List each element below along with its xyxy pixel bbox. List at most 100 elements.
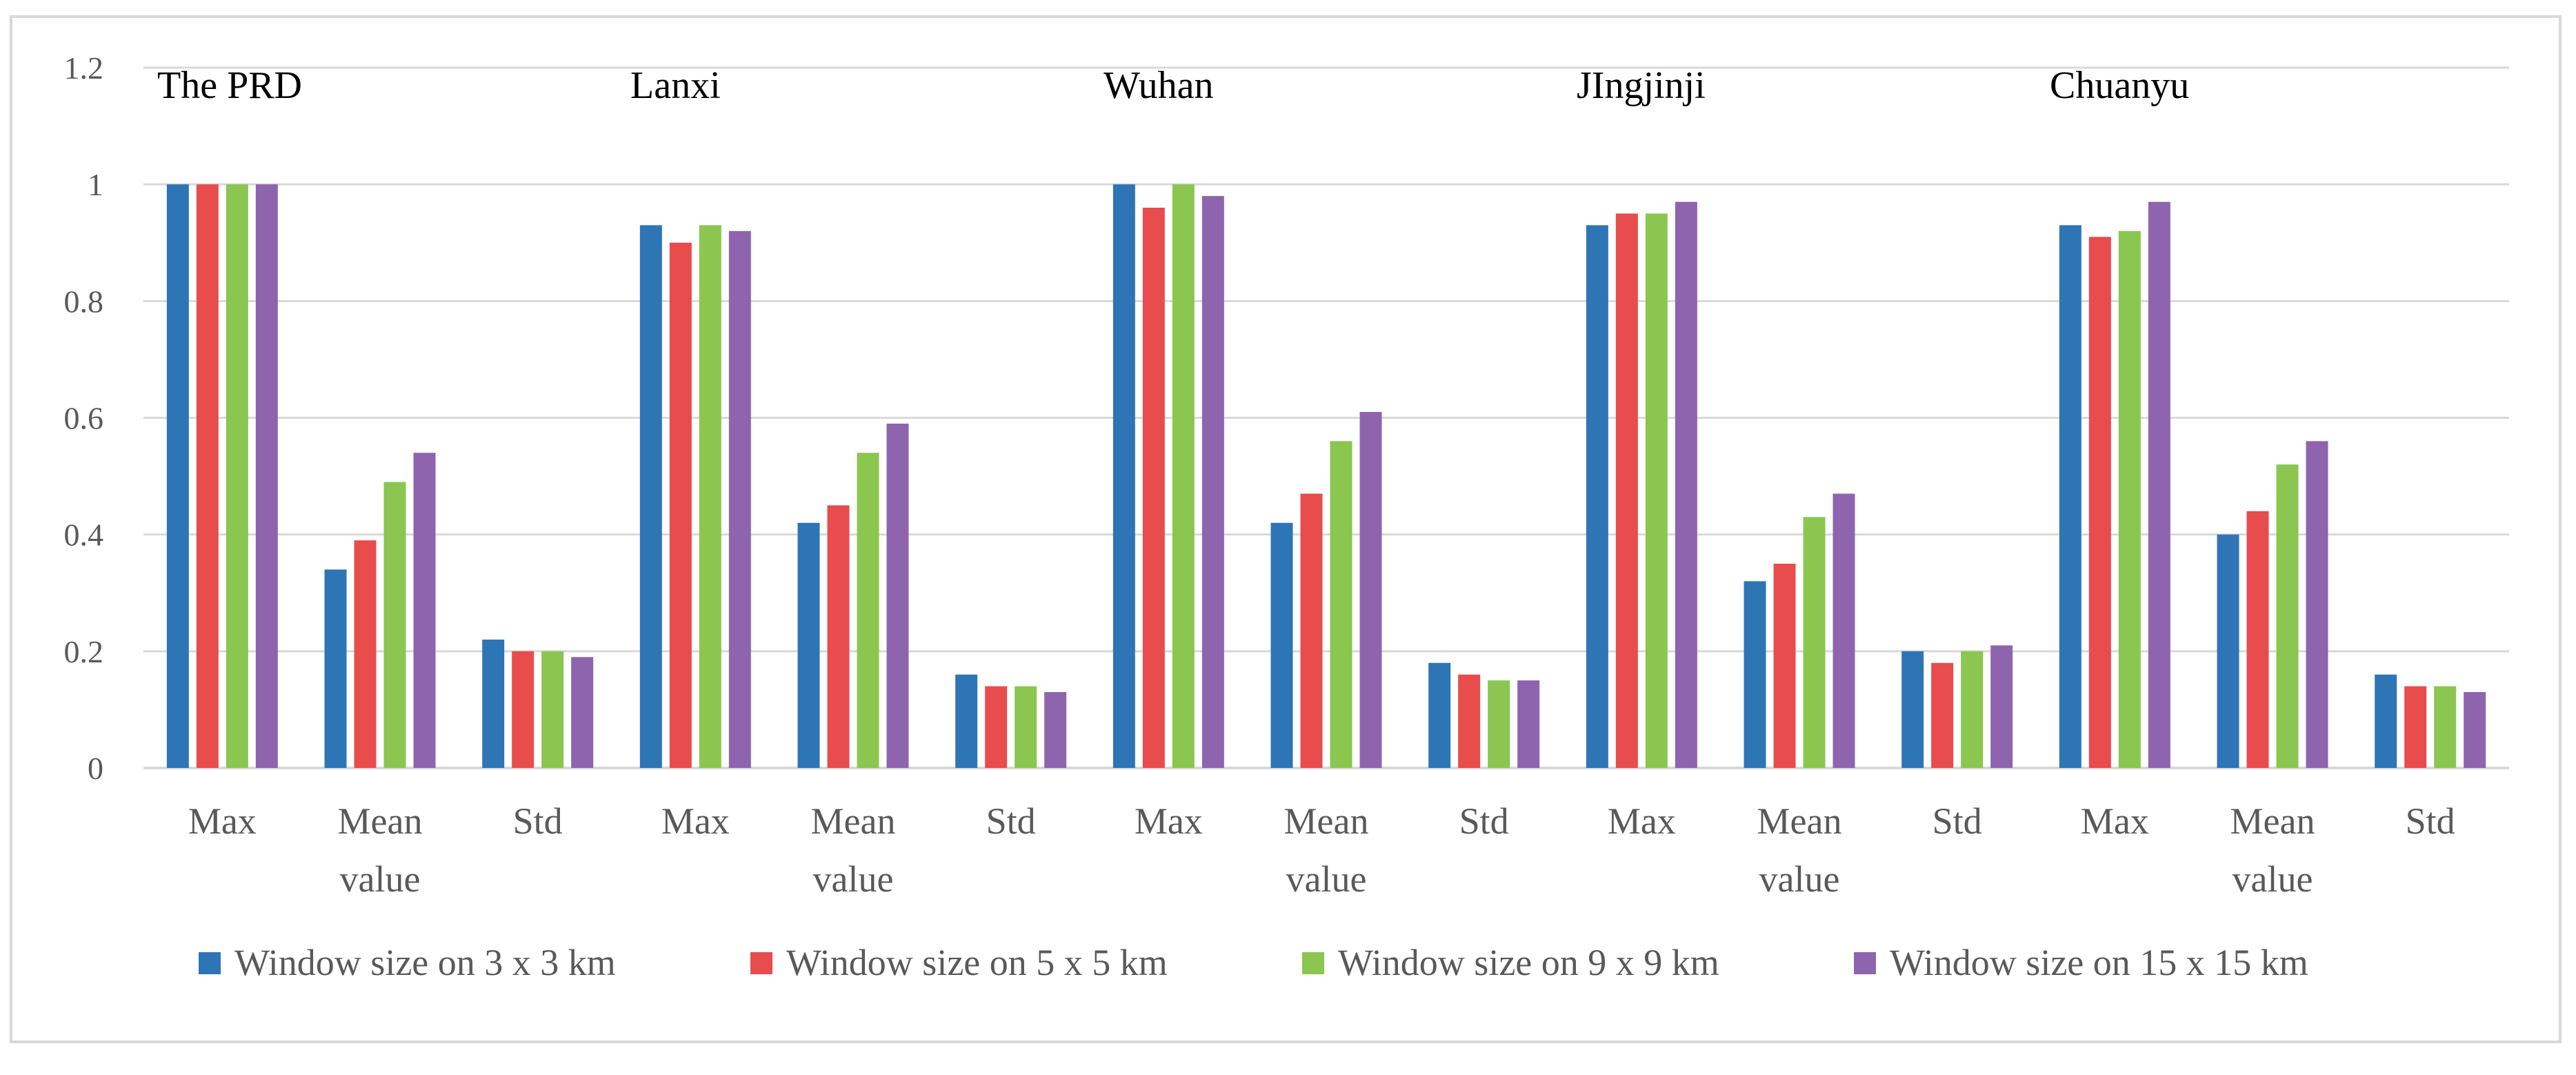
y-tick-label: 0	[88, 751, 103, 786]
bar-3-11	[1803, 517, 1826, 768]
group-label: Chuanyu	[2050, 64, 2189, 107]
bar-3-15	[2434, 686, 2457, 768]
bar-3-13	[2118, 230, 2141, 768]
x-category-label: Max	[661, 800, 730, 842]
x-category-label: Mean	[1284, 800, 1369, 842]
bar-4-11	[1833, 493, 1855, 768]
bar-2-14	[2246, 511, 2269, 768]
bar-3-6	[1015, 686, 1037, 768]
x-category-label: Std	[513, 800, 563, 842]
x-category-label: value	[2233, 858, 2313, 900]
bar-3-14	[2276, 464, 2299, 768]
bar-2-12	[1931, 662, 1954, 768]
legend-label: Window size on 3 x 3 km	[234, 942, 616, 983]
bar-2-2	[354, 540, 377, 768]
bar-4-1	[255, 184, 278, 768]
group-label: JIngjinji	[1577, 64, 1706, 107]
bar-1-10	[1586, 225, 1608, 768]
legend-label: Window size on 15 x 15 km	[1890, 942, 2308, 983]
x-category-label: value	[813, 858, 894, 900]
x-category-label: Mean	[338, 800, 423, 842]
bar-2-13	[2088, 237, 2111, 769]
x-category-label: value	[1286, 858, 1367, 900]
x-category-label: value	[1759, 858, 1840, 900]
bar-3-5	[857, 453, 879, 768]
bar-1-15	[2375, 674, 2397, 768]
bar-4-9	[1517, 680, 1540, 768]
x-category-label: Std	[2406, 800, 2455, 842]
bar-2-9	[1458, 674, 1481, 768]
legend-swatch-4	[1854, 952, 1876, 974]
y-tick-label: 1.2	[64, 50, 104, 86]
bar-4-13	[2148, 201, 2170, 769]
legend-swatch-2	[750, 952, 772, 974]
x-category-label: Std	[1459, 800, 1509, 842]
bar-2-7	[1142, 208, 1165, 768]
bar-1-7	[1112, 184, 1135, 768]
x-category-label: Std	[1933, 800, 1982, 842]
bar-2-4	[669, 242, 692, 768]
x-category-label: Mean	[2230, 800, 2315, 842]
x-category-label: Max	[1135, 800, 1203, 842]
bar-1-3	[482, 639, 505, 768]
bar-1-1	[166, 184, 189, 768]
y-tick-label: 0.6	[64, 401, 104, 436]
bar-1-12	[1901, 651, 1924, 768]
bar-3-12	[1961, 651, 1984, 768]
bar-4-2	[413, 453, 436, 768]
bar-2-6	[985, 686, 1008, 768]
x-category-label: Mean	[811, 800, 896, 842]
bar-3-8	[1330, 441, 1352, 768]
bar-3-2	[383, 482, 406, 768]
bar-1-11	[1744, 581, 1766, 768]
bar-4-14	[2306, 441, 2328, 768]
bar-2-11	[1773, 563, 1796, 768]
y-tick-label: 0.4	[64, 517, 104, 553]
bar-1-6	[955, 674, 978, 768]
x-category-label: value	[340, 858, 421, 900]
y-tick-label: 1	[88, 167, 103, 202]
group-label: The PRD	[157, 64, 302, 107]
bar-2-5	[827, 505, 850, 768]
y-tick-label: 0.8	[64, 284, 104, 319]
legend-swatch-1	[199, 952, 221, 974]
bar-1-2	[324, 569, 347, 768]
legend-label: Window size on 9 x 9 km	[1338, 942, 1719, 983]
bar-1-14	[2217, 534, 2239, 768]
bar-4-4	[728, 230, 751, 768]
x-category-label: Mean	[1757, 800, 1842, 842]
bar-1-5	[797, 522, 820, 768]
y-tick-label: 0.2	[64, 634, 104, 669]
legend-swatch-3	[1302, 952, 1324, 974]
bar-3-1	[226, 184, 248, 768]
bar-2-10	[1615, 213, 1638, 768]
bar-2-1	[196, 184, 219, 768]
bar-4-8	[1359, 412, 1382, 768]
bar-4-7	[1201, 196, 1224, 768]
chart-frame: 0 0.2 0.4 0.6 0.8 1 1.2 Max Mean value Std Max Mean v…	[10, 15, 2562, 1043]
legend-label: Window size on 5 x 5 km	[786, 942, 1168, 983]
bar-3-7	[1172, 184, 1195, 768]
bar-3-4	[699, 225, 721, 768]
bar-chart: 0 0.2 0.4 0.6 0.8 1 1.2 Max Mean value Std Max Mean v…	[64, 50, 2509, 983]
bar-1-13	[2059, 225, 2081, 768]
bar-2-8	[1300, 493, 1323, 768]
bar-4-5	[886, 423, 909, 768]
bar-1-4	[639, 225, 662, 768]
bar-4-12	[1990, 645, 2013, 768]
bar-4-10	[1675, 201, 1697, 769]
bar-2-3	[512, 651, 535, 768]
x-category-label: Max	[2081, 800, 2149, 842]
bar-1-9	[1428, 662, 1451, 768]
bar-4-15	[2464, 692, 2486, 768]
bar-4-6	[1044, 692, 1067, 768]
bar-1-8	[1270, 522, 1293, 768]
bar-2-15	[2404, 686, 2427, 768]
bar-3-3	[541, 651, 564, 768]
x-category-label: Std	[986, 800, 1036, 842]
group-label: Wuhan	[1104, 64, 1213, 107]
bar-3-9	[1488, 680, 1510, 768]
group-label: Lanxi	[630, 64, 721, 107]
bar-4-3	[571, 657, 594, 768]
x-category-label: Max	[1608, 800, 1676, 842]
